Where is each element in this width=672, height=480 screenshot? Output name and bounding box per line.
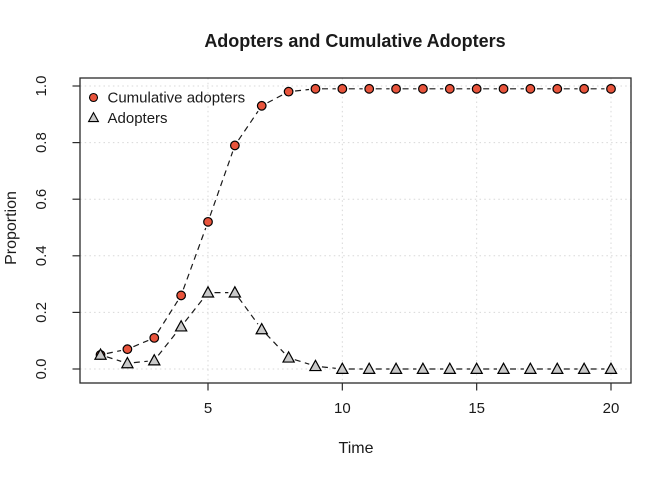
- marker-circle: [203, 216, 213, 227]
- axis-ticks: 5 10 15 20 0.0 0.2 0.4 0.6 0.8 1.0: [33, 76, 619, 417]
- marker-circle: [337, 83, 348, 94]
- series-line-segment: [265, 333, 285, 354]
- series-line-segment: [157, 331, 178, 356]
- marker-triangle: [577, 361, 591, 374]
- marker-triangle: [281, 350, 296, 363]
- marker-triangle: [604, 361, 618, 374]
- series-line-segment: [106, 349, 122, 355]
- marker-triangle: [550, 361, 564, 374]
- marker-triangle: [120, 356, 135, 369]
- marker-triangle: [228, 285, 242, 298]
- series-line-segment: [294, 359, 310, 365]
- series-line-segment: [184, 297, 205, 322]
- series-cumulative-adopters: [95, 83, 616, 360]
- marker-circle: [229, 140, 240, 151]
- plot-box: [79, 77, 632, 384]
- marker-triangle: [147, 353, 161, 366]
- y-tick-label: 1.0: [33, 76, 50, 97]
- marker-triangle: [389, 361, 403, 374]
- marker-circle: [176, 290, 187, 301]
- marker-triangle: [416, 361, 430, 374]
- marker-triangle: [93, 347, 108, 360]
- marker-circle: [606, 83, 616, 94]
- marker-circle: [149, 332, 160, 343]
- marker-triangle: [523, 361, 538, 374]
- legend-cumulative-adopters-label: Cumulative adopters: [108, 90, 246, 107]
- x-tick-label: 20: [603, 400, 620, 417]
- series-line-segment: [238, 110, 259, 141]
- marker-triangle: [470, 361, 484, 374]
- series-adopters: [93, 285, 618, 374]
- marker-circle: [310, 83, 321, 94]
- series-line-segment: [321, 366, 336, 369]
- marker-circle: [391, 83, 401, 94]
- x-tick-label: 5: [204, 400, 212, 417]
- series-line-segment: [295, 88, 310, 92]
- marker-triangle: [174, 319, 188, 332]
- legend-adopters-label: Adopters: [108, 110, 168, 127]
- marker-circle: [256, 100, 267, 111]
- marker-circle: [525, 83, 536, 94]
- y-tick-label: 0.6: [33, 189, 50, 210]
- marker-triangle: [308, 359, 323, 372]
- marker-triangle: [255, 322, 269, 335]
- y-tick-label: 0.8: [33, 132, 50, 153]
- marker-triangle: [335, 361, 349, 374]
- series-line-segment: [238, 297, 259, 325]
- marker-circle: [418, 83, 428, 94]
- chart-title: Adopters and Cumulative Adopters: [204, 31, 505, 51]
- series-line-segment: [133, 360, 148, 364]
- series-line-segment: [157, 300, 179, 333]
- x-axis-label: Time: [339, 440, 374, 457]
- marker-triangle: [362, 361, 376, 374]
- y-tick-label: 0.0: [33, 359, 50, 380]
- legend-adopters-marker-triangle-icon: [87, 111, 100, 123]
- marker-circle: [471, 83, 482, 94]
- marker-triangle: [201, 285, 215, 298]
- marker-triangle: [443, 361, 457, 374]
- y-tick-label: 0.2: [33, 302, 50, 323]
- marker-circle: [283, 86, 294, 97]
- marker-triangle: [496, 361, 511, 374]
- y-tick-label: 0.4: [33, 245, 50, 266]
- marker-circle: [122, 344, 133, 355]
- x-tick-label: 10: [334, 400, 351, 417]
- marker-circle: [444, 83, 455, 94]
- marker-circle: [552, 83, 563, 94]
- series-line-segment: [267, 94, 284, 104]
- marker-circle: [364, 83, 375, 94]
- legend: Cumulative adopters Adopters: [87, 90, 246, 127]
- data-series: [93, 83, 618, 374]
- y-axis-label: Proportion: [3, 191, 20, 265]
- legend-cumulative-adopters-marker-circle-icon: [88, 92, 99, 103]
- series-line-segment: [182, 227, 207, 290]
- series-line-segment: [209, 151, 234, 216]
- x-tick-label: 15: [468, 400, 485, 417]
- series-line-segment: [106, 356, 122, 362]
- marker-circle: [498, 83, 509, 94]
- marker-circle: [579, 83, 590, 94]
- series-line-segment: [133, 339, 149, 348]
- gridlines: [80, 78, 631, 383]
